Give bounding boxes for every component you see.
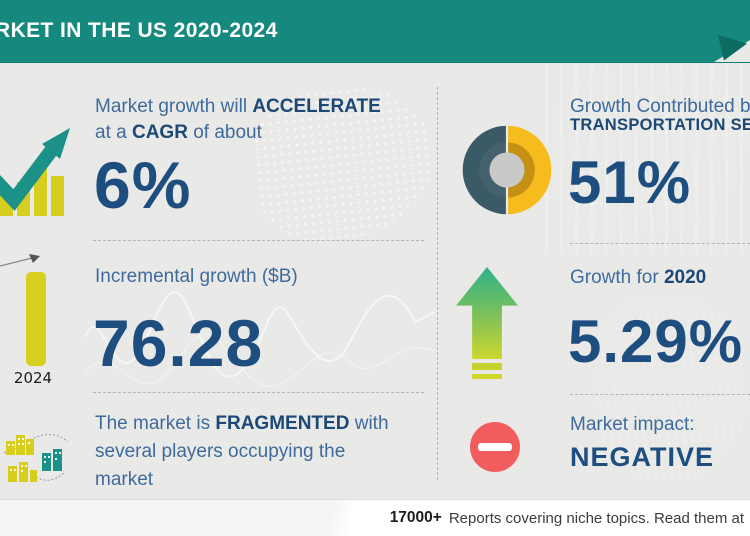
footer-text: Reports covering niche topics. Read them… [448, 509, 744, 527]
stat-impact-value: NEGATIVE [570, 442, 715, 472]
stat-cagr-label: Market growth will ACCELERATE at a CAGR … [95, 94, 430, 146]
half-donut-chart-icon [462, 123, 552, 217]
stat-growth2020-label: Growth for 2020 [570, 265, 706, 291]
minus-circle-icon [470, 422, 520, 472]
separator-right-1 [570, 243, 750, 244]
stat-growth2020-pre: Growth for [570, 267, 659, 288]
stat-segment-value: 51% [568, 149, 692, 216]
page-title: RKET IN THE US 2020-2024 [0, 19, 278, 42]
stat-fragmented-post: with several players occupying the marke… [95, 413, 389, 490]
stat-cagr-accelerate: ACCELERATE [252, 96, 381, 117]
separator-vertical [437, 87, 438, 480]
stat-fragmented-pre: The market is [95, 413, 211, 434]
stat-fragmented-bold: FRAGMENTED [215, 413, 350, 434]
pointer-arrow-icon [0, 254, 40, 267]
stat-cagr-text: Market growth will [95, 96, 248, 117]
stat-growth2020-value: 5.29% [568, 308, 744, 375]
2024-bar-year-label: 2024 [13, 369, 53, 387]
separator-left-2 [93, 392, 424, 393]
footer-bar: 17000+ Reports covering niche topics. Re… [0, 499, 750, 536]
stat-cagr-cagr: CAGR [131, 122, 188, 143]
stat-cagr-text2: at a [95, 122, 127, 143]
growth-chart-arrow-icon [0, 128, 70, 216]
up-arrow-icon [456, 267, 518, 359]
stat-incremental-label: Incremental growth ($B) [95, 266, 298, 287]
2024-bar-icon [26, 272, 46, 366]
stat-segment-label-line1: Growth Contributed b [570, 96, 750, 117]
footer-report-count: 17000+ [389, 509, 442, 526]
stat-segment-label-line2: TRANSPORTATION SEG [570, 116, 750, 134]
separator-right-2 [570, 394, 750, 395]
up-arrow-stripe [472, 374, 502, 379]
stat-fragmented-label: The market is FRAGMENTED with several pl… [95, 410, 407, 494]
stat-growth2020-year: 2020 [663, 267, 707, 288]
background-candlestick-texture [545, 64, 750, 254]
stat-cagr-value: 6% [94, 148, 192, 222]
stat-cagr-text3: of about [193, 122, 262, 143]
stat-impact-label: Market impact: [570, 414, 695, 435]
separator-left-1 [93, 240, 424, 241]
minus-bar [478, 443, 512, 451]
stat-incremental-value: 76.28 [93, 306, 264, 380]
background-wave-line [85, 291, 435, 388]
building-clusters-icon [3, 434, 69, 482]
up-arrow-stripe [472, 363, 502, 370]
header-bar: RKET IN THE US 2020-2024 [0, 0, 750, 63]
